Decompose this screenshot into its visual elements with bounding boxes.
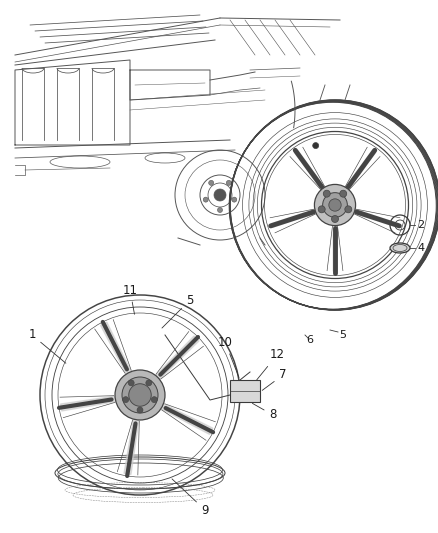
Circle shape — [208, 180, 214, 185]
Circle shape — [214, 189, 226, 201]
Text: 11: 11 — [123, 284, 138, 314]
Text: 9: 9 — [172, 479, 209, 516]
Polygon shape — [101, 322, 131, 374]
Polygon shape — [161, 404, 213, 434]
Circle shape — [329, 199, 341, 211]
Circle shape — [232, 197, 237, 202]
Text: 4: 4 — [417, 243, 424, 253]
Circle shape — [332, 215, 339, 222]
Circle shape — [129, 384, 151, 406]
Circle shape — [137, 407, 143, 413]
Circle shape — [314, 184, 356, 225]
Circle shape — [323, 190, 330, 197]
Text: 5: 5 — [339, 330, 346, 340]
Polygon shape — [272, 209, 316, 227]
FancyBboxPatch shape — [230, 380, 260, 402]
Text: 10: 10 — [218, 335, 239, 377]
Text: 6: 6 — [307, 335, 314, 345]
Polygon shape — [333, 225, 337, 271]
Text: 8: 8 — [252, 403, 277, 422]
Circle shape — [123, 397, 129, 402]
Circle shape — [203, 197, 208, 202]
Circle shape — [122, 377, 158, 413]
Polygon shape — [60, 396, 116, 411]
Text: 2: 2 — [417, 220, 424, 230]
Circle shape — [151, 397, 157, 402]
Polygon shape — [354, 209, 399, 227]
Circle shape — [313, 143, 319, 149]
Ellipse shape — [390, 243, 410, 253]
Text: 12: 12 — [257, 349, 285, 380]
Text: 5: 5 — [162, 294, 194, 328]
Polygon shape — [346, 150, 375, 190]
Polygon shape — [124, 419, 139, 474]
Circle shape — [323, 192, 347, 217]
Circle shape — [318, 206, 325, 213]
Circle shape — [340, 190, 347, 197]
Circle shape — [146, 380, 152, 386]
Circle shape — [218, 207, 223, 213]
Text: 1: 1 — [28, 328, 66, 363]
Circle shape — [115, 370, 165, 420]
Polygon shape — [294, 150, 325, 190]
Circle shape — [345, 206, 352, 213]
Polygon shape — [155, 336, 199, 379]
Circle shape — [226, 180, 231, 185]
Circle shape — [128, 380, 134, 386]
Text: 7: 7 — [262, 368, 287, 390]
